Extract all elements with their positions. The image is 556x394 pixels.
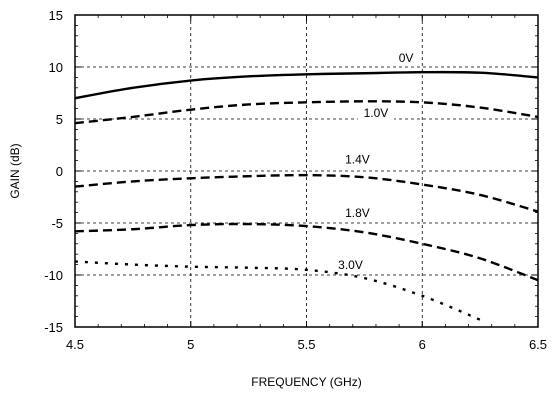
series-label: 1.8V (345, 206, 370, 220)
y-tick-label: 5 (56, 112, 63, 127)
series-line-1-8v (74, 222, 539, 282)
x-tick-label: 6 (419, 337, 426, 352)
series-label-background (339, 205, 376, 220)
series-label: 1.0V (364, 106, 389, 120)
y-tick-label: 0 (56, 164, 63, 179)
x-tick-label: 4.5 (66, 337, 84, 352)
plot-area (74, 70, 539, 321)
series-line-1-4v (74, 173, 539, 213)
series-label: 3.0V (338, 258, 363, 272)
series-label-background (395, 50, 417, 65)
y-tick-label: -5 (51, 216, 63, 231)
series-label-background (357, 105, 394, 120)
x-tick-label: 6.5 (529, 337, 547, 352)
series-line-1-0v (74, 100, 539, 125)
series-line-0v (74, 70, 539, 100)
series-line-3-0v (74, 260, 481, 321)
x-tick-label: 5 (187, 337, 194, 352)
x-axis-label: FREQUENCY (GHz) (251, 375, 361, 389)
y-tick-label: 10 (49, 60, 63, 75)
y-tick-label: 15 (49, 8, 63, 23)
axis-ticks: 4.5 5 5.5 6 6.5 -15 -10 -5 0 5 10 15 (44, 8, 547, 352)
y-axis-label: GAIN (dB) (8, 143, 22, 198)
y-tick-label: -10 (44, 268, 63, 283)
y-tick-label: -15 (44, 320, 63, 335)
grid-lines (75, 15, 538, 327)
series-label: 1.4V (345, 153, 370, 167)
series-labels: 0V 1.0V 1.4V 1.8V 3.0V (332, 50, 417, 272)
series-label: 0V (399, 51, 414, 65)
series-label-background (332, 257, 369, 272)
series-label-background (339, 152, 376, 167)
x-tick-label: 5.5 (297, 337, 315, 352)
